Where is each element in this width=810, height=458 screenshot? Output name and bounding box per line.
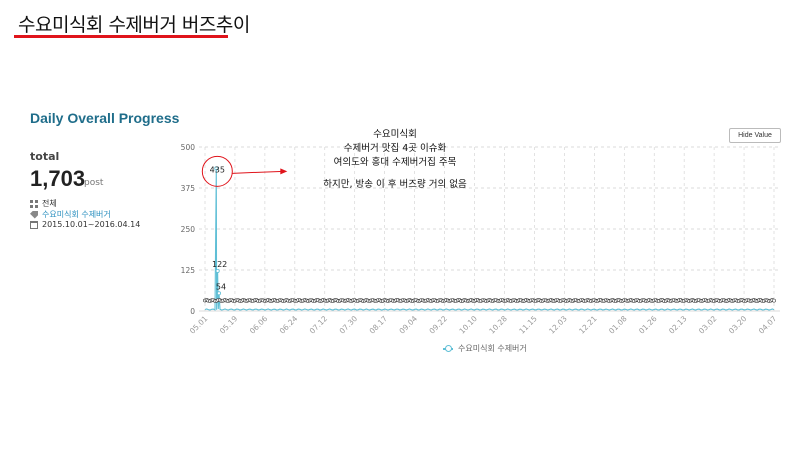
y-tick-label: 125: [181, 266, 196, 275]
x-tick-label: 02.13: [667, 314, 689, 336]
peak-value-label: 54: [216, 282, 226, 291]
peak-point: [214, 166, 219, 171]
meta-period: 2015.10.01~2016.04.14: [30, 220, 140, 229]
callout-arrowhead: [280, 168, 288, 175]
x-tick-label: 07.30: [338, 314, 360, 336]
x-tick-label: 03.02: [697, 314, 719, 336]
callout-circle: [201, 155, 233, 187]
data-point-marker: [772, 298, 776, 303]
hide-value-button[interactable]: Hide Value: [729, 128, 781, 143]
annotation-gap: [280, 170, 510, 178]
x-tick-label: 01.08: [607, 314, 629, 336]
peak-value-label: 122: [212, 260, 227, 269]
meta-period-label: 2015.10.01~2016.04.14: [42, 220, 141, 229]
series-line: [204, 168, 775, 311]
annotation-line-2: 수제버거 맛집 4곳 이슈화: [343, 143, 447, 154]
peak-point: [215, 268, 220, 273]
x-tick-label: 10.10: [457, 314, 479, 336]
x-tick-label: 12.03: [547, 314, 569, 336]
annotation-line-4: 하지만, 방송 이 후 버즈량 거의 없음: [323, 179, 467, 190]
x-tick-label: 09.22: [427, 314, 449, 336]
legend-swatch-icon: [443, 345, 453, 352]
legend-label: 수요미식회 수제버거: [458, 344, 527, 353]
x-tick-label: 06.24: [278, 314, 300, 336]
x-tick-label: 04.07: [757, 314, 779, 336]
x-tick-label: 05.19: [218, 314, 240, 336]
total-value: 1,703: [30, 166, 86, 191]
x-tick-label: 10.28: [487, 314, 509, 336]
callout-arrow: [232, 170, 284, 174]
y-tick-label: 375: [181, 184, 196, 193]
x-tick-label: 01.26: [637, 314, 659, 336]
x-tick-label: 06.06: [248, 314, 270, 336]
tag-icon: [30, 210, 38, 219]
grid-icon: [30, 199, 38, 208]
annotation-line-1: 수요미식회: [373, 129, 417, 140]
title-underline: [14, 35, 228, 38]
total-label: total: [30, 150, 60, 163]
x-tick-label: 03.20: [727, 314, 749, 336]
annotation-line-3: 여의도와 홍대 수제버거집 주목: [333, 157, 457, 168]
peak-point: [216, 291, 221, 296]
x-tick-label: 08.17: [368, 314, 390, 336]
x-tick-label: 09.04: [397, 314, 419, 336]
chart-legend[interactable]: 수요미식회 수제버거: [443, 343, 527, 354]
y-tick-label: 250: [181, 225, 196, 234]
y-tick-label: 500: [181, 143, 196, 152]
x-tick-label: 07.12: [308, 314, 330, 336]
x-tick-label: 05.01: [188, 314, 210, 336]
panel-title: Daily Overall Progress: [30, 110, 180, 126]
x-tick-label: 12.21: [577, 314, 599, 336]
meta-keyword: 수요미식회 수제버거: [30, 209, 111, 220]
x-tick-label: 11.15: [517, 314, 539, 336]
meta-keyword-label: 수요미식회 수제버거: [42, 210, 111, 219]
calendar-icon: [30, 220, 38, 229]
y-tick-label: 0: [190, 307, 195, 316]
slide-title: 수요미식회 수제버거 버즈추이: [18, 14, 250, 36]
meta-scope: 전체: [30, 198, 57, 209]
chart-annotation: 수요미식회 수제버거 맛집 4곳 이슈화 여의도와 홍대 수제버거집 주목 하지…: [280, 128, 510, 192]
meta-scope-label: 전체: [42, 199, 57, 208]
total-unit: post: [84, 178, 104, 188]
peak-value-label: 435: [210, 165, 225, 174]
